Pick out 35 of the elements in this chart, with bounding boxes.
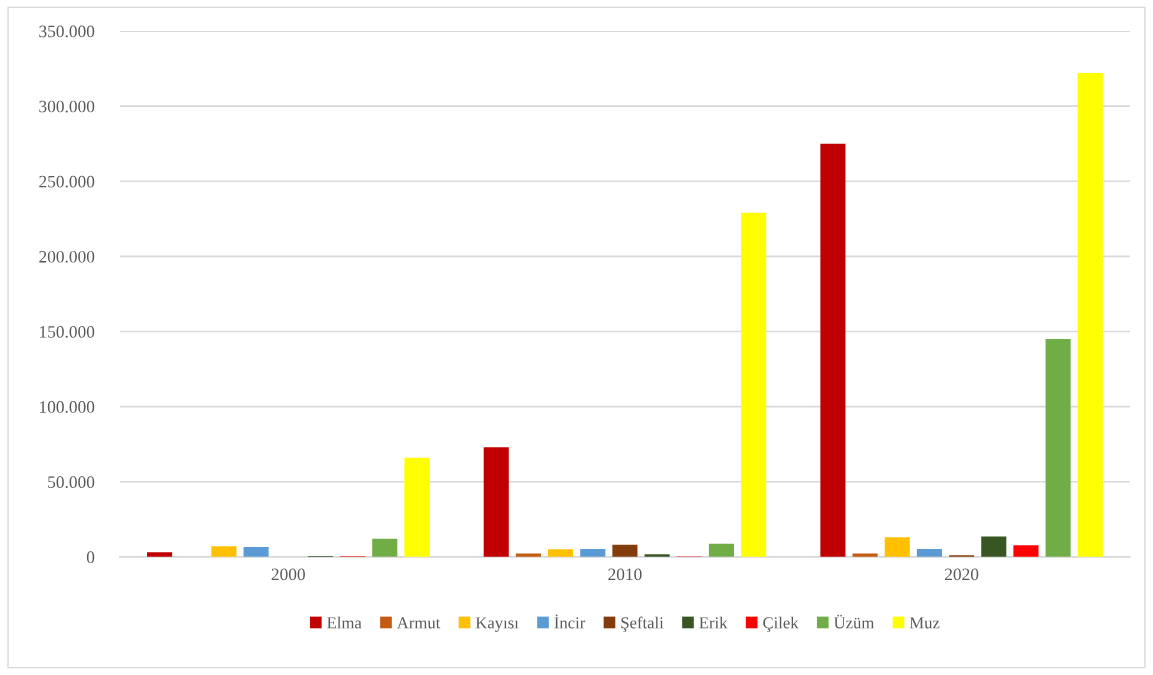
y-tick-label: 0 [86, 551, 95, 564]
x-tick-label: 2020 [945, 568, 979, 581]
legend-label: Şeftali [621, 616, 664, 632]
bar [1013, 545, 1039, 557]
y-tick-label: 50.000 [48, 476, 95, 489]
y-tick-label: 350.000 [39, 25, 95, 38]
bar [211, 546, 237, 557]
y-tick-label: 150.000 [40, 326, 95, 338]
bar [243, 547, 269, 557]
legend-label: Üzüm [833, 614, 875, 629]
legend-label: Armut [396, 617, 441, 629]
bar [820, 143, 846, 557]
bar [483, 447, 509, 557]
legend-label: Kayısı [475, 617, 519, 632]
bar [981, 536, 1007, 557]
bar [741, 212, 767, 557]
bar [884, 537, 910, 557]
bar [708, 543, 734, 557]
x-tick-label: 2000 [271, 568, 305, 581]
legend-label: Elma [327, 616, 362, 629]
legend-label: Erik [699, 616, 728, 629]
legend-label: İncir [554, 614, 586, 629]
bar [372, 538, 398, 557]
legend-label: Muz [909, 617, 940, 629]
legend-label: Çilek [763, 616, 799, 632]
x-tick-label: 2010 [608, 568, 642, 581]
bar [548, 549, 574, 557]
bar [404, 457, 430, 557]
y-tick-label: 300.000 [39, 100, 95, 113]
y-tick-label: 200.000 [39, 250, 95, 263]
y-tick-label: 100.000 [40, 401, 95, 413]
bar [1077, 73, 1103, 557]
bar [1045, 339, 1071, 557]
y-tick-label: 250.000 [39, 175, 95, 188]
bar [612, 544, 638, 557]
